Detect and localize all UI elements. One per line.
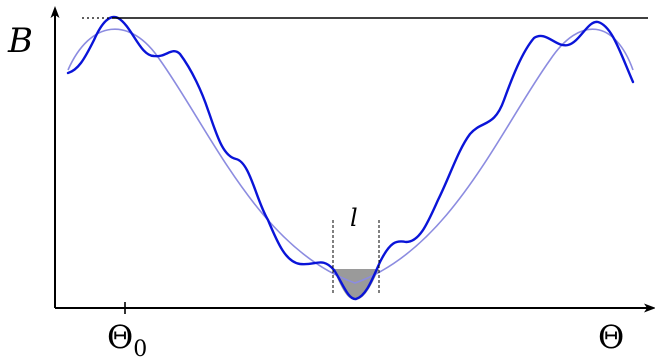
y-axis-label: B [7, 21, 33, 61]
x-axis-label: Θ [598, 318, 624, 356]
y-axis-arrowhead [50, 6, 60, 18]
trapped-region-fill [333, 269, 379, 300]
smooth-field-curve [67, 28, 634, 284]
theta0-label: Θ0 [107, 318, 147, 362]
theta0-symbol: Θ [107, 318, 133, 356]
x-axis-arrowhead [644, 303, 655, 313]
rippled-field-curve [66, 15, 635, 301]
theta0-subscript: 0 [133, 337, 147, 362]
well-width-label: l [350, 204, 358, 232]
